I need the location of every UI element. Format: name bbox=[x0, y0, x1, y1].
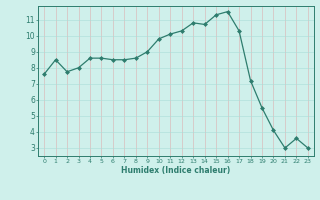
X-axis label: Humidex (Indice chaleur): Humidex (Indice chaleur) bbox=[121, 166, 231, 175]
